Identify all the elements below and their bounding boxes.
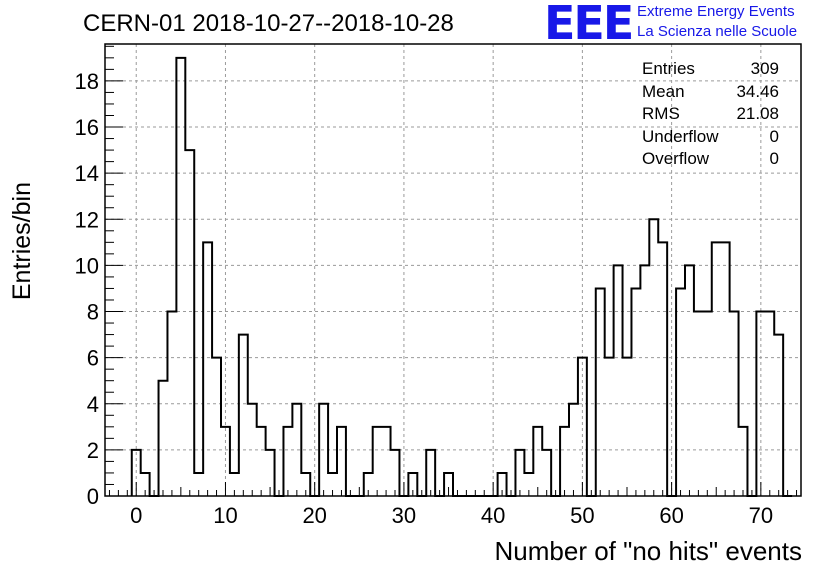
x-tick-label: 20 <box>302 503 326 528</box>
x-tick-label: 0 <box>130 503 142 528</box>
histogram-bin <box>337 427 346 496</box>
y-tick-label: 6 <box>87 346 99 371</box>
x-tick-label: 30 <box>392 503 416 528</box>
eee-logo: EEE <box>544 0 634 50</box>
stats-row-overflow: Overflow 0 <box>642 149 779 168</box>
logo-line-1: Extreme Energy Events <box>637 3 795 20</box>
y-axis-ticks: 0 2 4 6 8 10 12 14 16 18 <box>75 45 123 509</box>
x-tick-label: 10 <box>213 503 237 528</box>
histogram-bin <box>623 358 632 496</box>
y-axis-label: Entries/bin <box>8 182 36 301</box>
y-tick-label: 18 <box>75 69 99 94</box>
y-tick-label: 4 <box>87 392 99 417</box>
y-tick-label: 16 <box>75 115 99 140</box>
logo-text: Extreme Energy Events La Scienza nelle S… <box>637 2 797 42</box>
histogram-bin <box>685 265 694 496</box>
histogram-bin <box>382 427 391 496</box>
histogram-bin <box>542 450 551 496</box>
stats-row-entries: Entries 309 <box>642 59 779 78</box>
histogram-bin <box>578 358 587 496</box>
histogram-bin <box>614 265 623 496</box>
logo-line-2: La Scienza nelle Scuole <box>637 23 798 40</box>
stats-row-mean: Mean 34.46 <box>642 81 779 101</box>
histogram-bin <box>391 450 400 496</box>
histogram-bin <box>560 427 569 496</box>
histogram-bin <box>176 58 185 496</box>
histogram-bin <box>631 288 640 496</box>
plot-frame <box>104 43 802 497</box>
x-axis-label: Number of "no hits" events <box>494 536 803 566</box>
histogram-bin <box>185 150 194 496</box>
stats-row-rms: RMS 21.08 <box>642 104 779 123</box>
x-axis-ticks: 0 10 20 30 40 50 60 70 <box>108 482 798 528</box>
histogram-bin <box>605 358 614 496</box>
histogram-bin <box>712 242 721 496</box>
stats-row-underflow: Underflow 0 <box>642 126 779 146</box>
histogram-bin <box>515 450 524 496</box>
y-tick-label: 12 <box>75 207 99 232</box>
x-tick-label: 50 <box>570 503 594 528</box>
x-tick-label: 40 <box>481 503 505 528</box>
x-tick-label: 60 <box>659 503 683 528</box>
histogram-bin <box>426 450 435 496</box>
histogram-bin <box>774 335 783 496</box>
histogram-bin <box>373 427 382 496</box>
histogram-bin <box>239 335 248 496</box>
y-tick-label: 14 <box>75 161 99 186</box>
histogram-bin <box>640 265 649 496</box>
y-tick-label: 0 <box>87 484 99 509</box>
stats-box: Entries 309 Mean 34.46 RMS 21.08 Underflow 0… <box>642 58 779 171</box>
histogram-bin <box>739 427 748 496</box>
y-tick-label: 8 <box>87 300 99 325</box>
chart-title: CERN-01 2018-10-27--2018-10-28 <box>83 10 454 37</box>
histogram-bin <box>283 427 292 496</box>
histogram-bin <box>721 242 730 496</box>
histogram-bin <box>159 381 168 496</box>
histogram-bin <box>257 427 266 496</box>
histogram-bin <box>212 358 221 496</box>
histogram-bin <box>658 242 667 496</box>
histogram-bin <box>596 288 605 496</box>
x-tick-label: 70 <box>749 503 773 528</box>
histogram-bin <box>203 242 212 496</box>
histogram-bin <box>533 427 542 496</box>
y-tick-label: 2 <box>87 438 99 463</box>
y-tick-label: 10 <box>75 253 99 278</box>
histogram-bin <box>676 288 685 496</box>
